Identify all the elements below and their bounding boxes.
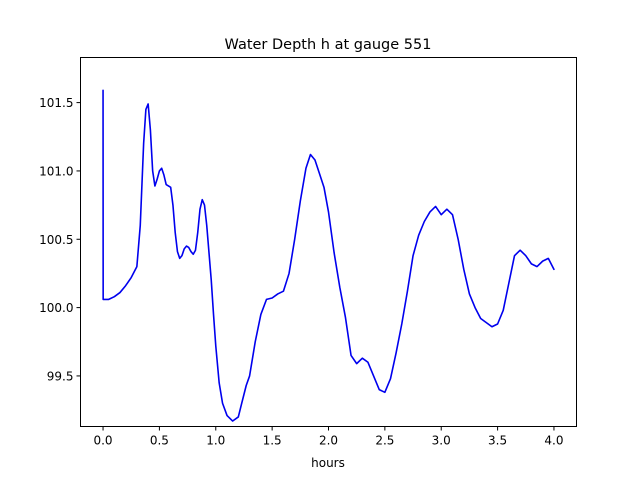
x-axis-ticks: 0.0 0.5 1.0 1.5 2.0 2.5 3.0 3.5 4.0 [93, 426, 564, 448]
x-axis-label: hours [311, 456, 345, 470]
plot-frame [80, 57, 577, 427]
x-tick-label: 2.0 [319, 434, 338, 448]
x-tick-label: 3.5 [488, 434, 507, 448]
x-tick-label: 3.0 [432, 434, 451, 448]
series-layer [102, 89, 555, 422]
y-tick-label: 100.0 [39, 301, 73, 315]
y-tick-label: 101.5 [39, 96, 73, 110]
y-tick-label: 101.0 [39, 164, 73, 178]
series-line-0 [102, 89, 555, 422]
x-tick-label: 4.0 [544, 434, 563, 448]
x-tick-label: 0.0 [93, 434, 112, 448]
x-tick-label: 1.0 [206, 434, 225, 448]
y-tick-label: 99.5 [47, 369, 74, 383]
x-tick-label: 1.5 [263, 434, 282, 448]
chart-title: Water Depth h at gauge 551 [225, 37, 432, 53]
y-tick-label: 100.5 [39, 233, 73, 247]
x-tick-label: 0.5 [150, 434, 169, 448]
x-tick-label: 2.5 [375, 434, 394, 448]
y-axis-ticks: 99.5 100.0 100.5 101.0 101.5 [39, 96, 81, 383]
